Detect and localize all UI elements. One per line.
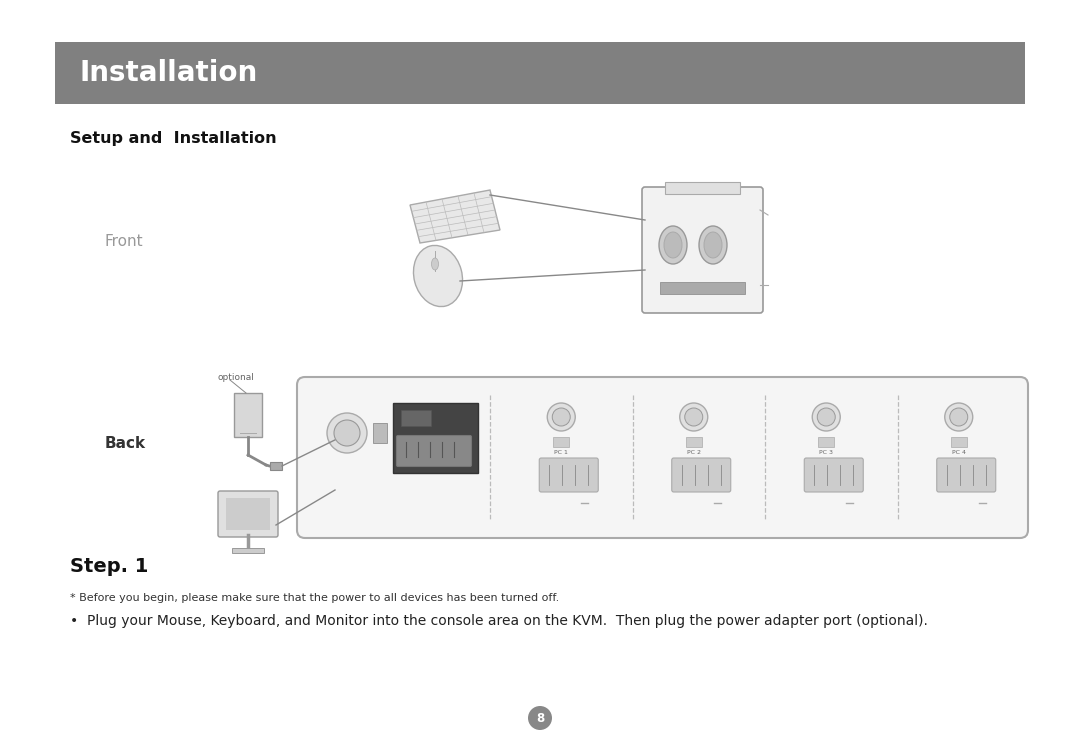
Text: Step. 1: Step. 1 — [70, 557, 148, 577]
Circle shape — [679, 403, 707, 431]
FancyBboxPatch shape — [642, 187, 762, 313]
Bar — [232, 548, 264, 553]
Circle shape — [945, 403, 973, 431]
Bar — [660, 282, 745, 294]
Bar — [665, 182, 740, 194]
Bar — [553, 437, 569, 447]
Bar — [373, 423, 387, 443]
Text: Front: Front — [105, 234, 144, 249]
Text: Installation: Installation — [80, 59, 258, 87]
Circle shape — [552, 408, 570, 426]
Text: PC 1: PC 1 — [554, 450, 568, 455]
Circle shape — [327, 413, 367, 453]
Circle shape — [685, 408, 703, 426]
Ellipse shape — [414, 246, 462, 306]
Text: Setup and  Installation: Setup and Installation — [70, 131, 276, 145]
Ellipse shape — [432, 258, 438, 270]
Bar — [234, 393, 262, 437]
FancyBboxPatch shape — [218, 491, 278, 537]
Circle shape — [818, 408, 835, 426]
FancyBboxPatch shape — [805, 458, 863, 492]
FancyBboxPatch shape — [936, 458, 996, 492]
Text: 8: 8 — [536, 712, 544, 724]
Ellipse shape — [659, 226, 687, 264]
Bar — [393, 403, 478, 473]
Ellipse shape — [704, 232, 723, 258]
Circle shape — [528, 706, 552, 730]
Text: PC 2: PC 2 — [687, 450, 701, 455]
Bar — [270, 462, 282, 470]
Bar — [950, 437, 967, 447]
Bar — [819, 437, 834, 447]
Bar — [401, 410, 431, 426]
Text: PC 3: PC 3 — [820, 450, 834, 455]
Text: optional: optional — [218, 372, 255, 381]
FancyBboxPatch shape — [539, 458, 598, 492]
Ellipse shape — [699, 226, 727, 264]
Bar — [686, 437, 702, 447]
Text: •  Plug your Mouse, Keyboard, and Monitor into the console area on the KVM.  The: • Plug your Mouse, Keyboard, and Monitor… — [70, 614, 928, 628]
FancyBboxPatch shape — [672, 458, 731, 492]
Circle shape — [334, 420, 360, 446]
FancyBboxPatch shape — [297, 377, 1028, 538]
Ellipse shape — [664, 232, 681, 258]
Circle shape — [949, 408, 968, 426]
Bar — [55, 42, 1025, 104]
Circle shape — [812, 403, 840, 431]
FancyBboxPatch shape — [396, 436, 472, 467]
Bar — [226, 498, 270, 530]
Text: * Before you begin, please make sure that the power to all devices has been turn: * Before you begin, please make sure tha… — [70, 593, 559, 603]
Polygon shape — [410, 190, 500, 243]
Circle shape — [548, 403, 576, 431]
Text: Back: Back — [105, 436, 146, 450]
Text: PC 4: PC 4 — [951, 450, 966, 455]
